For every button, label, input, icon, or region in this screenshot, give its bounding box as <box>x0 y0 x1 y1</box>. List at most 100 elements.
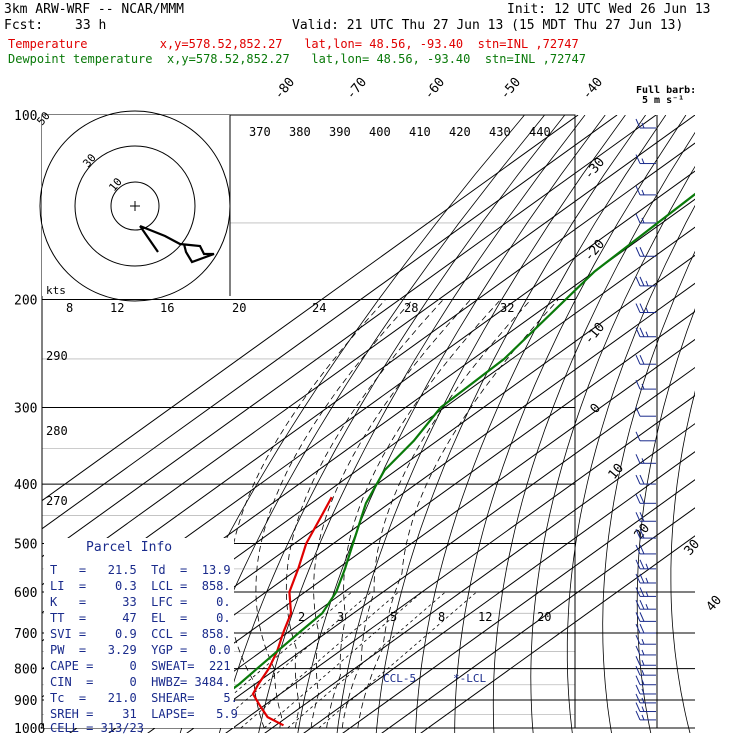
temp-label: -30 <box>582 155 609 183</box>
mixing-ratio-line <box>240 591 399 729</box>
wind-barb <box>635 587 656 597</box>
wind-barb <box>635 407 656 417</box>
parcel-info-box: Parcel Info T = 21.5 Td = 13.9 LI = 0.3 … <box>44 538 238 734</box>
dry-adiabat <box>736 115 740 740</box>
dry-adiabat <box>566 204 695 733</box>
wind-barb <box>635 684 656 695</box>
isotherm <box>42 115 657 558</box>
parcel-row: PW = 3.29 YGP = 0.0 <box>50 643 231 657</box>
theta-side-label: 270 <box>46 494 68 508</box>
isotherm <box>108 310 695 733</box>
dry-adiabat <box>530 165 695 733</box>
wind-barb <box>635 645 656 656</box>
dry-adiabat <box>415 115 667 733</box>
pressure-label-900: 900 <box>14 694 37 709</box>
plot-frame <box>41 114 576 729</box>
moist-adiabat <box>341 299 532 729</box>
wind-barb <box>635 635 656 645</box>
wind-barb <box>635 454 656 464</box>
wind-barb <box>635 656 656 666</box>
hodo-ring-outer <box>39 110 231 302</box>
wind-barb <box>635 431 656 442</box>
isotherm <box>42 115 579 502</box>
mixing-ratio-label: 2 <box>298 610 305 624</box>
temp-label: 20 <box>632 521 654 543</box>
mixing-ratio-line <box>213 591 372 729</box>
theta-label: 430 <box>489 125 511 139</box>
parcel-row: Tc = 21.0 SHEAR= 5. <box>50 691 238 705</box>
wind-barb <box>635 665 656 676</box>
moist-adiabat <box>285 299 444 729</box>
wind-barb <box>635 154 656 165</box>
forecast-hours: 33 h <box>75 18 107 33</box>
theta-side-label: 290 <box>46 349 68 363</box>
wind-barb <box>635 599 656 610</box>
parcel-row: SVI = 0.9 CCL = 858. <box>50 627 231 641</box>
dewpoint-legend: Dewpoint temperature x,y=578.52,852.27 l… <box>8 52 586 66</box>
parcel-row: TT = 47 EL = 0. <box>50 611 231 625</box>
wind-barb <box>635 494 656 504</box>
hodo-speed-label: 24 <box>312 301 326 315</box>
theta-label: 380 <box>289 125 311 139</box>
dry-adiabat <box>704 115 740 740</box>
pressure-label-800: 800 <box>14 663 37 678</box>
pressure-label-200: 200 <box>14 294 37 309</box>
isotherm <box>381 507 695 733</box>
wind-barb <box>635 544 656 555</box>
temp-label: 40 <box>704 593 726 615</box>
dry-adiabat <box>636 308 695 733</box>
dry-adiabat <box>297 115 606 733</box>
pressure-label-700: 700 <box>14 627 37 642</box>
temperature-legend: Temperature x,y=578.52,852.27 lat,lon= 4… <box>8 37 579 51</box>
mixing-ratio-line <box>263 591 423 729</box>
isotherm <box>42 115 695 586</box>
wind-barb <box>635 702 656 713</box>
wind-barb <box>635 512 656 522</box>
wind-barb <box>635 185 656 196</box>
wind-barb <box>635 710 656 721</box>
hodo-speed-label: 12 <box>110 301 124 315</box>
wind-barb <box>635 675 656 686</box>
parcel-row: CIN = 0 HWBZ= 3484. <box>50 675 231 689</box>
mixing-ratio-label: 12 <box>478 610 492 624</box>
theta-label: 400 <box>369 125 391 139</box>
hodograph-trace <box>139 224 215 264</box>
temp-label: -60 <box>422 75 449 103</box>
hodo-speed-label: 20 <box>232 301 246 315</box>
dry-adiabat <box>258 115 586 733</box>
barb-legend-line1: Full barb: <box>636 85 697 96</box>
temp-label: -50 <box>498 75 525 103</box>
pressure-label-300: 300 <box>14 401 37 416</box>
pressure-label-600: 600 <box>14 586 37 601</box>
dry-adiabat <box>602 250 695 733</box>
parcel-row: CELL = 313/23 <box>50 721 144 735</box>
wind-barb <box>635 276 656 287</box>
parcel-info-title: Parcel Info <box>86 540 173 555</box>
wind-barb <box>635 213 656 224</box>
theta-label: 370 <box>249 125 271 139</box>
isotherm <box>225 395 695 733</box>
temp-label: -20 <box>582 237 609 265</box>
temp-label: -10 <box>582 320 609 348</box>
wind-barb <box>635 559 656 570</box>
wind-barb <box>635 118 656 129</box>
init-time: Init: 12 UTC Wed 26 Jun 13 <box>507 2 711 17</box>
theta-label: 410 <box>409 125 431 139</box>
isotherm <box>342 479 695 733</box>
pressure-label-400: 400 <box>14 478 37 493</box>
wind-barb <box>635 327 656 338</box>
pressure-label-500: 500 <box>14 537 37 552</box>
parcel-row: T = 21.5 Td = 13.9 <box>50 563 231 577</box>
parcel-row: K = 33 LFC = 0. <box>50 595 231 609</box>
wind-barb <box>635 528 656 539</box>
isotherm <box>420 535 695 733</box>
wind-barb <box>635 247 656 257</box>
model-title: 3km ARW-WRF -- NCAR/MMM <box>4 2 185 17</box>
temp-label: 10 <box>606 461 628 483</box>
mixing-ratio-label: 8 <box>438 610 445 624</box>
wind-barb <box>635 303 656 314</box>
parcel-row: SREH = 31 LAPSE= 5.9 <box>50 707 238 721</box>
lcl-annotation: *-LCL <box>453 672 486 685</box>
hodo-ring-mid <box>74 145 196 267</box>
wind-barb <box>635 379 656 390</box>
